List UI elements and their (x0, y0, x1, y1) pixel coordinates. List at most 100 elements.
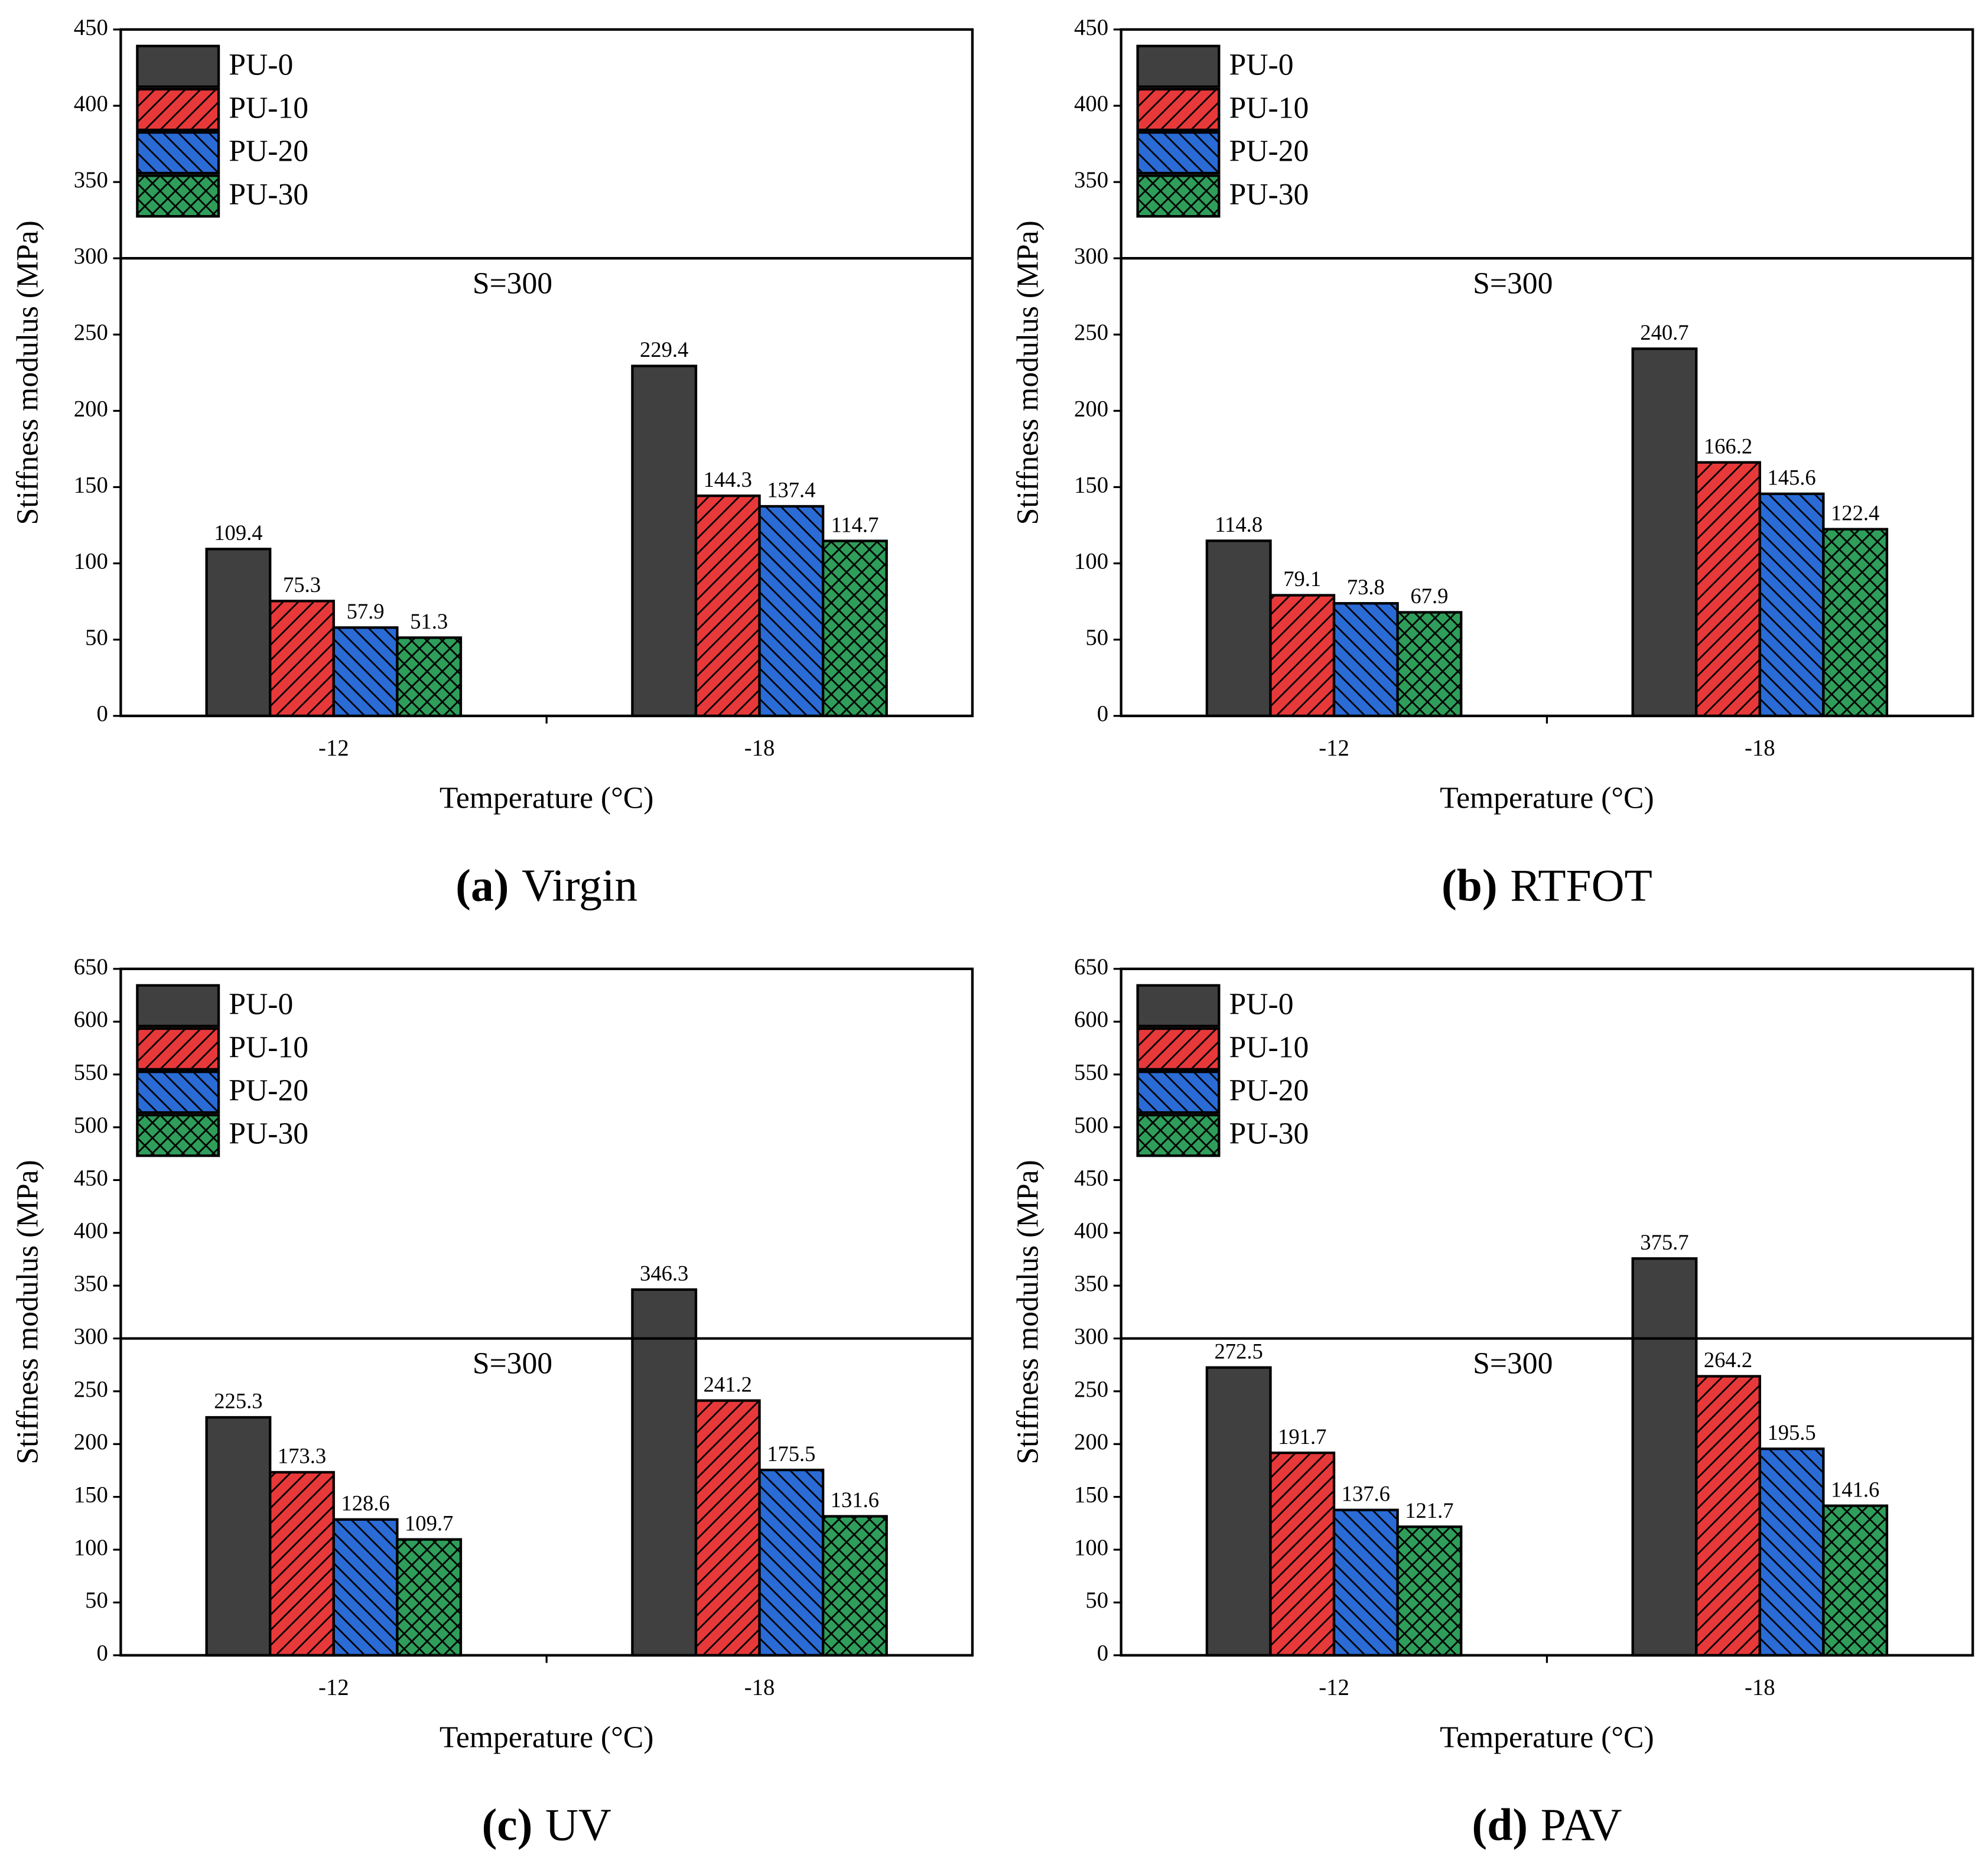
y-tick-label: 300 (1074, 1323, 1108, 1349)
value-label: 57.9 (347, 599, 385, 623)
legend-label: PU-30 (229, 1117, 308, 1151)
value-label: 131.6 (831, 1488, 879, 1512)
x-axis-label: Temperature (°C) (440, 782, 653, 815)
y-tick-label: 350 (1074, 167, 1108, 193)
value-label: 73.8 (1347, 575, 1385, 599)
legend-swatch (1136, 174, 1221, 218)
y-tick-label: 250 (1074, 1377, 1108, 1402)
x-tick-label: -12 (318, 736, 349, 761)
bar (758, 505, 825, 717)
bar (1396, 1525, 1463, 1657)
bar (694, 1399, 761, 1657)
value-label: 144.3 (704, 467, 752, 492)
legend-label: PU-10 (1229, 1030, 1309, 1064)
x-tick-label: -12 (1319, 736, 1349, 761)
bar (269, 600, 335, 717)
value-label: 137.4 (767, 478, 815, 502)
caption-text: UV (545, 1799, 611, 1850)
y-tick-label: 200 (74, 396, 108, 421)
x-axis-label: Temperature (°C) (1440, 1721, 1654, 1755)
bar (1695, 461, 1761, 717)
y-tick-label: 400 (74, 91, 108, 116)
legend-swatch (136, 87, 220, 132)
caption: (a) Virgin (455, 860, 637, 910)
value-label: 166.2 (1704, 434, 1752, 458)
bar (1205, 539, 1272, 717)
value-label: 145.6 (1767, 466, 1815, 490)
legend-swatch (136, 1071, 220, 1114)
panel-label: (c) (481, 1799, 532, 1850)
y-tick-label: 650 (74, 954, 108, 980)
chart-panel: 0 50 100 150 200 250 300 350 400 450 114.8 240.7 79.… (1011, 15, 1974, 910)
y-tick-label: 450 (74, 1165, 108, 1190)
legend-swatch (136, 174, 220, 218)
y-tick-label: 350 (74, 1271, 108, 1296)
caption-text: Virgin (522, 860, 637, 910)
value-label: 128.6 (341, 1491, 389, 1515)
value-label: 225.3 (214, 1389, 262, 1413)
y-tick-label: 50 (1085, 1588, 1108, 1613)
x-tick-label: -12 (318, 1675, 349, 1700)
legend-swatch (1136, 44, 1221, 88)
legend-swatch (1136, 1114, 1221, 1157)
y-tick-label: 0 (1097, 1641, 1108, 1666)
y-tick-label: 200 (1074, 1429, 1108, 1455)
y-tick-label: 350 (74, 167, 108, 193)
value-label: 264.2 (1704, 1348, 1752, 1372)
caption: (d) PAV (1472, 1799, 1622, 1850)
caption: (c) UV (481, 1799, 611, 1850)
y-tick-label: 100 (1074, 1535, 1108, 1560)
legend-swatch (1136, 984, 1221, 1027)
chart-panel: 0 50 100 150 200 250 300 350 400 450 500 550 600 650 2… (11, 954, 974, 1850)
legend-label: PU-0 (229, 48, 293, 82)
chart-panel: 0 50 100 150 200 250 300 350 400 450 500 550 600 650 2… (1011, 954, 1974, 1850)
bar (332, 626, 399, 717)
plot-frame (1120, 28, 1974, 717)
legend-label: PU-30 (229, 178, 308, 212)
value-label: 114.8 (1215, 512, 1263, 536)
reference-label: S=300 (473, 1347, 552, 1381)
legend-label: PU-20 (1229, 1074, 1309, 1108)
bar (1631, 1257, 1698, 1657)
y-axis-label: Stiffness modulus (MPa) (1011, 1160, 1045, 1464)
y-tick-label: 250 (74, 1377, 108, 1402)
legend-swatch (136, 1114, 220, 1157)
legend-swatch (1136, 1071, 1221, 1114)
legend-label: PU-10 (1229, 91, 1309, 125)
value-label: 173.3 (278, 1444, 326, 1468)
y-axis-label: Stiffness modulus (MPa) (11, 1160, 44, 1464)
value-label: 241.2 (704, 1372, 752, 1396)
y-tick-label: 300 (74, 243, 108, 269)
y-tick-label: 300 (1074, 243, 1108, 269)
legend-swatch (1136, 1027, 1221, 1071)
y-tick-label: 50 (1085, 625, 1108, 650)
y-tick-label: 550 (74, 1060, 108, 1085)
value-label: 75.3 (283, 572, 321, 597)
y-tick-label: 100 (1074, 548, 1108, 574)
x-tick-label: -12 (1319, 1675, 1349, 1700)
plot-frame (119, 967, 974, 1657)
bar (1396, 611, 1463, 717)
legend-swatch (136, 1027, 220, 1071)
bar (821, 1515, 888, 1657)
plot-frame (119, 28, 974, 717)
bar (1822, 528, 1889, 717)
caption-text: PAV (1541, 1799, 1622, 1850)
value-label: 195.5 (1767, 1420, 1815, 1445)
y-tick-label: 100 (74, 548, 108, 574)
panel-label: (b) (1442, 860, 1498, 910)
legend-label: PU-0 (229, 987, 293, 1021)
y-tick-label: 500 (1074, 1112, 1108, 1138)
bar (1631, 347, 1698, 717)
y-tick-label: 300 (74, 1323, 108, 1349)
y-tick-label: 600 (1074, 1007, 1108, 1032)
bar (1822, 1504, 1889, 1657)
y-tick-label: 50 (85, 625, 108, 650)
y-tick-label: 150 (74, 1482, 108, 1507)
bar (631, 365, 698, 717)
panel-label: (d) (1472, 1799, 1528, 1850)
bar (269, 1471, 335, 1657)
y-tick-label: 600 (74, 1007, 108, 1032)
value-label: 229.4 (640, 337, 688, 362)
